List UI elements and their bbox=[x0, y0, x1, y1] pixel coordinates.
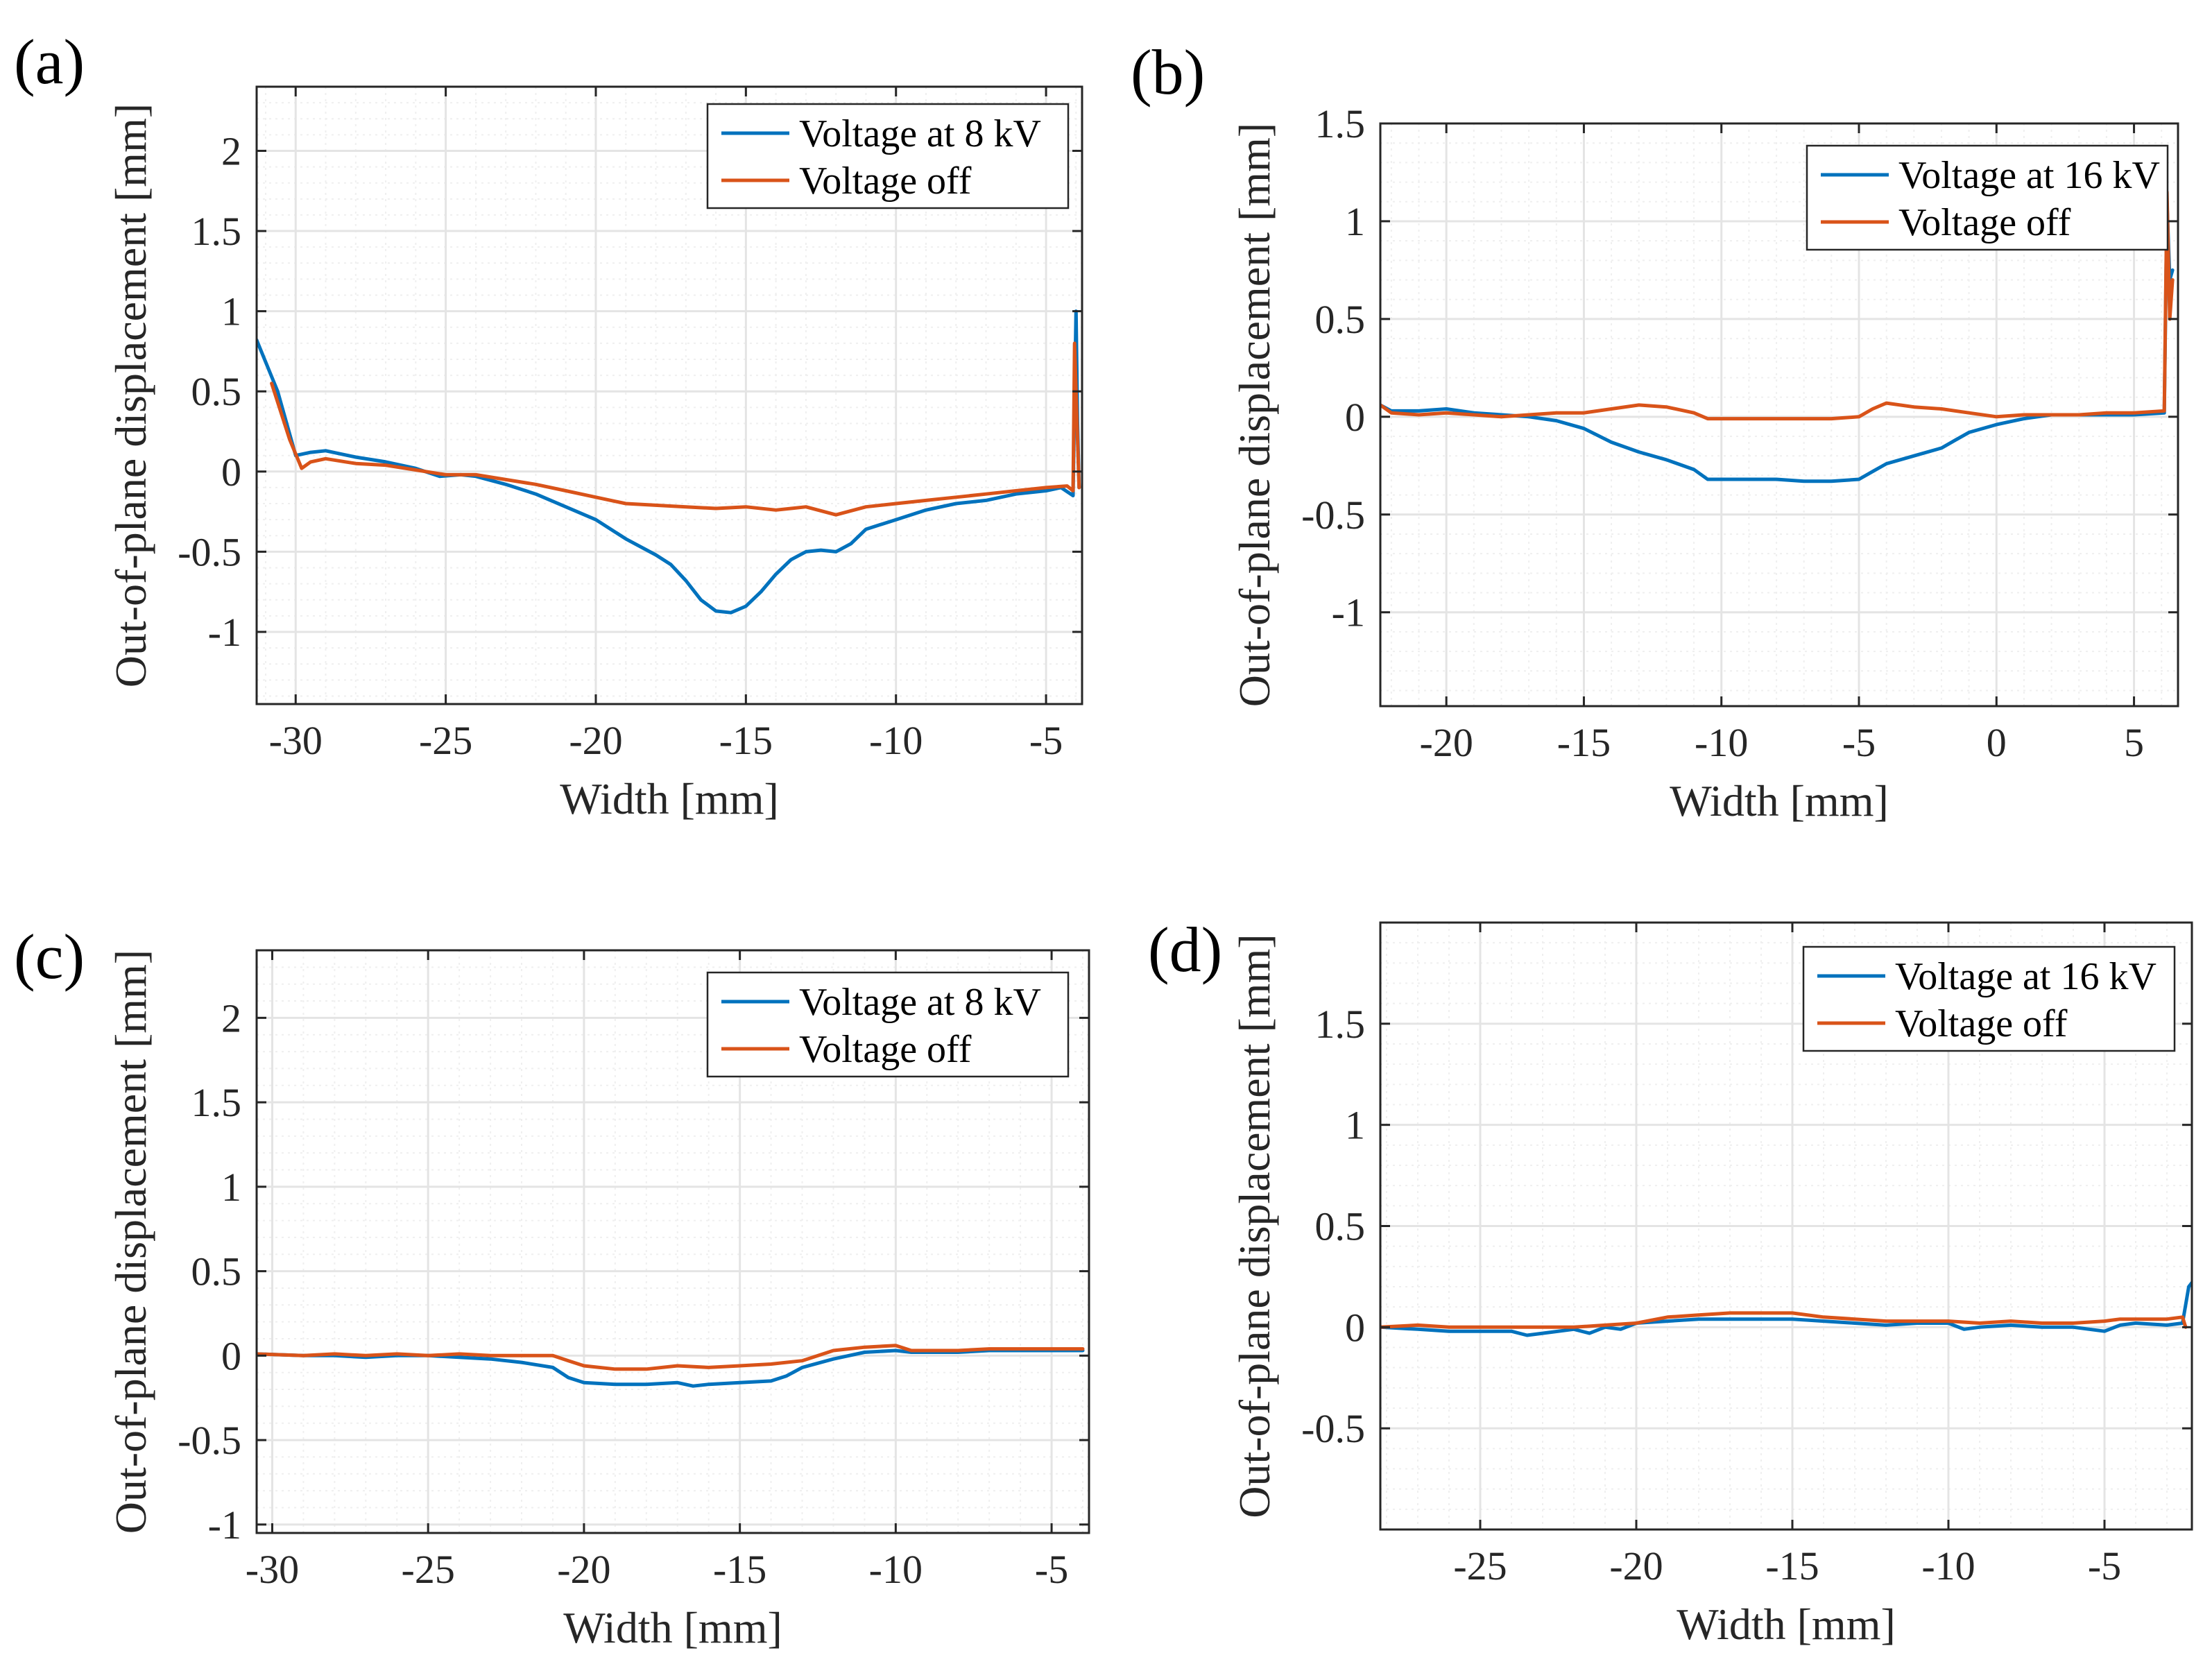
series-line-voltage-on bbox=[257, 309, 1081, 615]
series-line-voltage-off bbox=[1380, 1311, 2188, 1329]
y-axis-label: Out-of-plane displacement [mm] bbox=[106, 950, 155, 1534]
x-tick-label: 0 bbox=[1987, 720, 2007, 765]
series-group bbox=[257, 1344, 1085, 1388]
legend-box bbox=[1802, 945, 2176, 1052]
axes-box bbox=[255, 949, 1090, 1534]
y-tick-label: 2 bbox=[221, 128, 241, 173]
x-tick-label: -10 bbox=[869, 1547, 923, 1592]
y-tick-label: 0.5 bbox=[191, 1249, 242, 1294]
legend-entry: Voltage at 8 kV bbox=[799, 981, 1041, 1024]
x-tick-label: -15 bbox=[719, 718, 773, 763]
y-tick-label: 1.5 bbox=[191, 1080, 242, 1125]
x-tick-label: -10 bbox=[1695, 720, 1748, 765]
y-tick-label: 0 bbox=[1345, 1305, 1365, 1350]
series-line-voltage-off bbox=[257, 1344, 1085, 1371]
x-tick-label: -5 bbox=[1035, 1547, 1068, 1592]
chart-panel-3: (c) -30 -25 -20 -15 -10 -5 -1 -0.5 0 0.5 1 1.5 2 Width… bbox=[14, 921, 1090, 1652]
x-tick-label: -5 bbox=[1842, 720, 1876, 765]
x-tick-label: -10 bbox=[869, 718, 923, 763]
x-axis-label: Width [mm] bbox=[560, 774, 779, 823]
y-axis-label: Out-of-plane displacement [mm] bbox=[1230, 934, 1279, 1518]
x-tick-label: -10 bbox=[1921, 1543, 1975, 1588]
y-axis-label: Out-of-plane displacement [mm] bbox=[106, 103, 155, 687]
y-axis-label: Out-of-plane displacement [mm] bbox=[1230, 123, 1279, 707]
series-group bbox=[1380, 190, 2175, 483]
chart-panel-4: (d) -25 -20 -15 -10 -5 -0.5 0 0.5 1 1.5 Width [mm] O… bbox=[1148, 914, 2193, 1649]
legend-entry: Voltage off bbox=[1898, 201, 2071, 244]
y-tick-label: -1 bbox=[208, 610, 241, 655]
legend-box bbox=[706, 971, 1070, 1078]
x-axis-label: Width [mm] bbox=[1677, 1600, 1896, 1649]
legend-entry: Voltage at 16 kV bbox=[1895, 955, 2157, 998]
y-tick-label: 1 bbox=[221, 289, 241, 334]
y-tick-label: -1 bbox=[1332, 590, 1365, 635]
y-tick-label: 1.5 bbox=[1315, 1002, 1366, 1047]
y-tick-label: -1 bbox=[208, 1502, 241, 1548]
x-tick-label: -5 bbox=[1029, 718, 1063, 763]
x-tick-label: -5 bbox=[2088, 1543, 2121, 1588]
y-tick-label: 1.5 bbox=[191, 209, 242, 254]
y-tick-label: 0 bbox=[221, 449, 241, 495]
x-tick-label: -20 bbox=[1609, 1543, 1663, 1588]
legend-entry: Voltage off bbox=[799, 160, 972, 203]
x-tick-label: -25 bbox=[1453, 1543, 1507, 1588]
series-group bbox=[257, 309, 1081, 615]
y-tick-label: 0.5 bbox=[1315, 1204, 1366, 1249]
legend-entry: Voltage at 8 kV bbox=[799, 112, 1041, 155]
x-tick-label: -30 bbox=[246, 1547, 299, 1592]
y-tick-label: 1 bbox=[1345, 1103, 1365, 1148]
axes-box bbox=[255, 85, 1083, 705]
panel-letter: (b) bbox=[1131, 37, 1205, 108]
legend-box bbox=[1806, 144, 2169, 251]
legend-entry: Voltage off bbox=[1895, 1002, 2068, 1045]
legend-entry: Voltage off bbox=[799, 1028, 972, 1071]
x-tick-label: -25 bbox=[402, 1547, 455, 1592]
y-tick-label: -0.5 bbox=[178, 1418, 241, 1463]
x-tick-label: -15 bbox=[1557, 720, 1611, 765]
series-group bbox=[1380, 1280, 2192, 1337]
y-tick-label: -0.5 bbox=[1301, 492, 1365, 538]
chart-panel-1: (a) -30 -25 -20 -15 -10 -5 -1 -0.5 0 0.5 1 1.5 2 Width… bbox=[14, 26, 1083, 823]
x-tick-label: -15 bbox=[713, 1547, 766, 1592]
chart-panel-2: (b) -20 -15 -10 -5 0 5 -1 -0.5 0 0.5 1 1.5 Width [mm]… bbox=[1131, 37, 2179, 825]
y-tick-label: 1.5 bbox=[1315, 101, 1366, 146]
x-tick-label: -15 bbox=[1765, 1543, 1819, 1588]
series-line-voltage-off bbox=[1380, 190, 2175, 421]
y-tick-label: 0 bbox=[1345, 395, 1365, 440]
panel-letter: (c) bbox=[14, 921, 85, 992]
x-tick-label: -20 bbox=[569, 718, 622, 763]
panel-letter: (a) bbox=[14, 26, 85, 97]
x-axis-label: Width [mm] bbox=[563, 1603, 782, 1652]
legend-entry: Voltage at 16 kV bbox=[1898, 154, 2160, 197]
legend-box bbox=[706, 103, 1070, 209]
y-tick-label: 0.5 bbox=[1315, 297, 1366, 342]
y-tick-label: 0.5 bbox=[191, 369, 242, 414]
x-tick-label: -20 bbox=[557, 1547, 610, 1592]
x-tick-label: -20 bbox=[1420, 720, 1473, 765]
series-line-voltage-on bbox=[1380, 1280, 2192, 1337]
y-tick-label: -0.5 bbox=[1301, 1406, 1365, 1451]
y-tick-label: 0 bbox=[221, 1333, 241, 1378]
y-tick-label: 1 bbox=[1345, 199, 1365, 244]
x-tick-label: 5 bbox=[2124, 720, 2144, 765]
panel-letter: (d) bbox=[1148, 914, 1222, 985]
y-tick-label: -0.5 bbox=[178, 529, 241, 574]
x-axis-label: Width [mm] bbox=[1670, 776, 1889, 825]
series-line-voltage-off bbox=[270, 341, 1081, 517]
x-tick-label: -25 bbox=[419, 718, 472, 763]
x-tick-label: -30 bbox=[269, 718, 323, 763]
y-tick-label: 1 bbox=[221, 1165, 241, 1210]
legend: Voltage at 8 kV Voltage off bbox=[706, 103, 1070, 209]
axes-box bbox=[1379, 122, 2179, 708]
y-tick-label: 2 bbox=[221, 995, 241, 1040]
